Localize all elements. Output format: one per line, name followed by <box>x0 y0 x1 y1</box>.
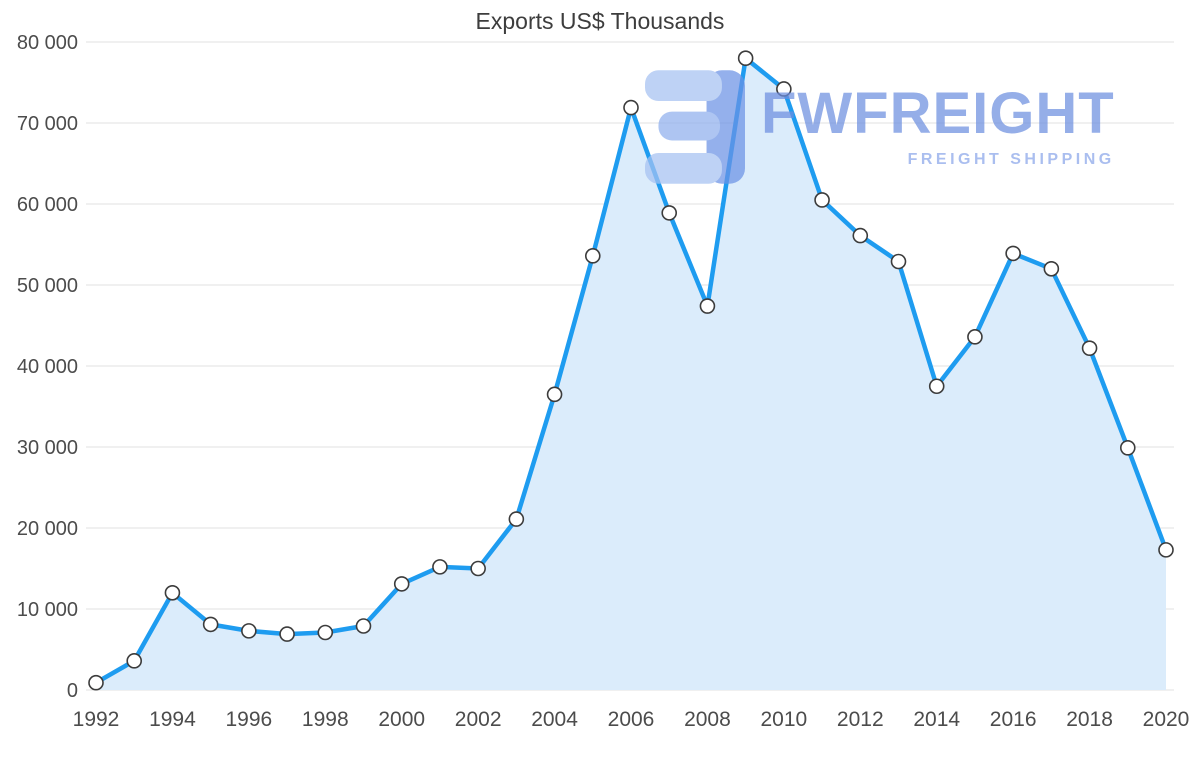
y-tick-label: 70 000 <box>17 113 78 135</box>
data-point[interactable] <box>928 378 945 395</box>
data-point[interactable] <box>1043 260 1060 277</box>
data-point[interactable] <box>623 99 639 116</box>
data-point[interactable] <box>355 618 372 634</box>
data-point[interactable] <box>584 248 601 264</box>
data-point[interactable] <box>164 584 181 601</box>
data-point[interactable] <box>546 386 563 403</box>
x-tick-label: 2000 <box>378 708 425 731</box>
data-point[interactable] <box>241 623 257 639</box>
data-point[interactable] <box>317 624 334 641</box>
x-tick-label: 2002 <box>455 708 502 731</box>
y-tick-label: 60 000 <box>17 194 78 216</box>
x-tick-label: 1996 <box>225 708 272 731</box>
chart-title: Exports US$ Thousands <box>475 8 725 34</box>
data-point[interactable] <box>1081 340 1098 356</box>
x-tick-label: 2006 <box>608 708 655 731</box>
x-tick-label: 1994 <box>149 708 196 731</box>
data-point[interactable] <box>890 253 907 270</box>
y-tick-label: 30 000 <box>17 437 78 459</box>
data-point[interactable] <box>508 511 525 527</box>
y-tick-label: 50 000 <box>17 275 78 297</box>
data-point[interactable] <box>814 192 830 208</box>
data-point[interactable] <box>1005 245 1021 262</box>
data-point[interactable] <box>126 653 143 669</box>
x-tick-label: 2004 <box>531 708 578 731</box>
x-tick-label: 2008 <box>684 708 731 731</box>
data-point[interactable] <box>852 227 869 244</box>
x-tick-label: 2020 <box>1143 708 1190 731</box>
data-point[interactable] <box>967 329 983 345</box>
data-point[interactable] <box>737 50 754 67</box>
y-tick-label: 80 000 <box>17 32 78 54</box>
y-tick-label: 40 000 <box>17 356 78 378</box>
x-tick-label: 2016 <box>990 708 1037 731</box>
data-point[interactable] <box>1119 440 1136 456</box>
data-point[interactable] <box>470 560 486 577</box>
x-tick-label: 2014 <box>913 708 960 731</box>
data-point[interactable] <box>202 616 219 633</box>
data-point[interactable] <box>699 298 716 314</box>
x-tick-label: 2018 <box>1066 708 1113 731</box>
y-tick-label: 10 000 <box>17 599 78 621</box>
data-point[interactable] <box>279 626 295 642</box>
x-tick-label: 1998 <box>302 708 349 731</box>
data-point[interactable] <box>432 559 448 575</box>
data-point[interactable] <box>776 81 792 97</box>
data-point[interactable] <box>88 674 104 691</box>
x-tick-label: 1992 <box>73 708 120 731</box>
data-point[interactable] <box>1158 542 1174 558</box>
data-point[interactable] <box>393 576 410 592</box>
y-tick-label: 20 000 <box>17 518 78 540</box>
data-point[interactable] <box>661 205 678 221</box>
x-tick-label: 2010 <box>760 708 807 731</box>
x-tick-label: 2012 <box>837 708 884 731</box>
y-tick-label: 0 <box>67 680 78 702</box>
series-area-fill <box>96 58 1166 690</box>
